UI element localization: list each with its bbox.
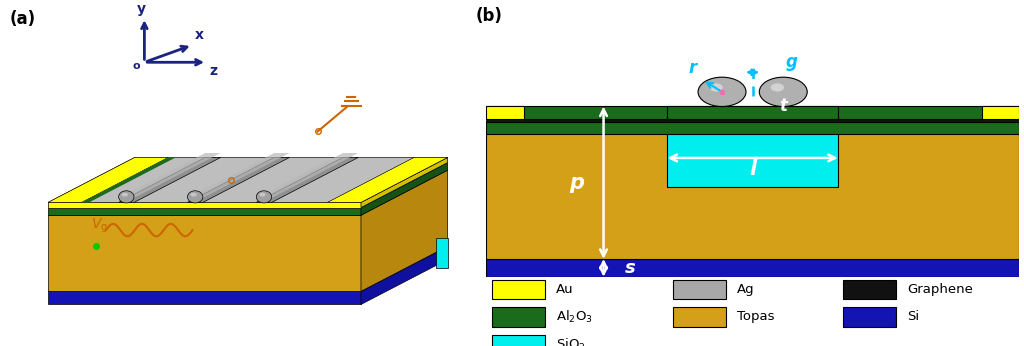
Circle shape	[698, 77, 745, 107]
Text: Al$_2$O$_3$: Al$_2$O$_3$	[556, 309, 593, 325]
Ellipse shape	[190, 193, 197, 197]
Bar	[492, 280, 545, 299]
Polygon shape	[48, 157, 168, 202]
Polygon shape	[187, 153, 290, 198]
Polygon shape	[328, 157, 447, 202]
Text: t: t	[779, 98, 787, 116]
Polygon shape	[82, 157, 176, 202]
Ellipse shape	[187, 191, 203, 203]
Bar	[435, 238, 447, 268]
Text: s: s	[625, 259, 636, 277]
Bar	[486, 122, 1019, 135]
Bar	[982, 107, 1019, 119]
Polygon shape	[256, 157, 358, 202]
Text: o: o	[132, 61, 140, 71]
Ellipse shape	[122, 193, 128, 197]
Text: (b): (b)	[476, 7, 503, 25]
Text: Topas: Topas	[736, 310, 774, 324]
Text: (a): (a)	[9, 10, 36, 28]
Polygon shape	[48, 246, 447, 291]
Bar	[492, 307, 545, 327]
Bar	[492, 335, 545, 346]
Text: l: l	[750, 160, 756, 179]
Text: r: r	[689, 58, 697, 76]
Polygon shape	[48, 157, 447, 202]
Polygon shape	[48, 208, 360, 215]
Polygon shape	[360, 157, 447, 208]
Bar	[486, 107, 523, 119]
Circle shape	[770, 83, 784, 92]
Polygon shape	[187, 157, 290, 202]
Polygon shape	[360, 170, 447, 291]
Polygon shape	[48, 291, 360, 304]
Polygon shape	[119, 153, 220, 198]
Circle shape	[710, 83, 723, 92]
Bar	[668, 107, 838, 119]
Bar	[486, 107, 1019, 119]
Polygon shape	[82, 157, 414, 202]
Bar	[843, 280, 896, 299]
Bar	[843, 307, 896, 327]
Bar	[486, 119, 1019, 122]
Ellipse shape	[259, 193, 265, 197]
Text: z: z	[209, 64, 217, 78]
Text: g: g	[786, 53, 798, 71]
Bar	[486, 259, 1019, 277]
Bar	[486, 122, 1019, 259]
Bar	[668, 122, 838, 187]
Text: SiO$_2$: SiO$_2$	[556, 337, 585, 346]
Ellipse shape	[256, 191, 271, 203]
Text: y: y	[137, 2, 146, 16]
Bar	[673, 280, 726, 299]
Text: Au: Au	[556, 283, 573, 296]
Polygon shape	[360, 246, 447, 304]
Polygon shape	[256, 153, 358, 198]
Bar	[673, 307, 726, 327]
Polygon shape	[360, 163, 447, 215]
Text: Si: Si	[907, 310, 920, 324]
Text: $V_{\rm g}$: $V_{\rm g}$	[91, 217, 109, 235]
Polygon shape	[48, 202, 360, 208]
Polygon shape	[48, 215, 360, 291]
Text: Ag: Ag	[736, 283, 755, 296]
Text: Graphene: Graphene	[907, 283, 973, 296]
Text: p: p	[569, 173, 585, 193]
Polygon shape	[119, 157, 220, 202]
Ellipse shape	[119, 191, 134, 203]
Text: x: x	[195, 28, 204, 42]
Circle shape	[760, 77, 807, 107]
